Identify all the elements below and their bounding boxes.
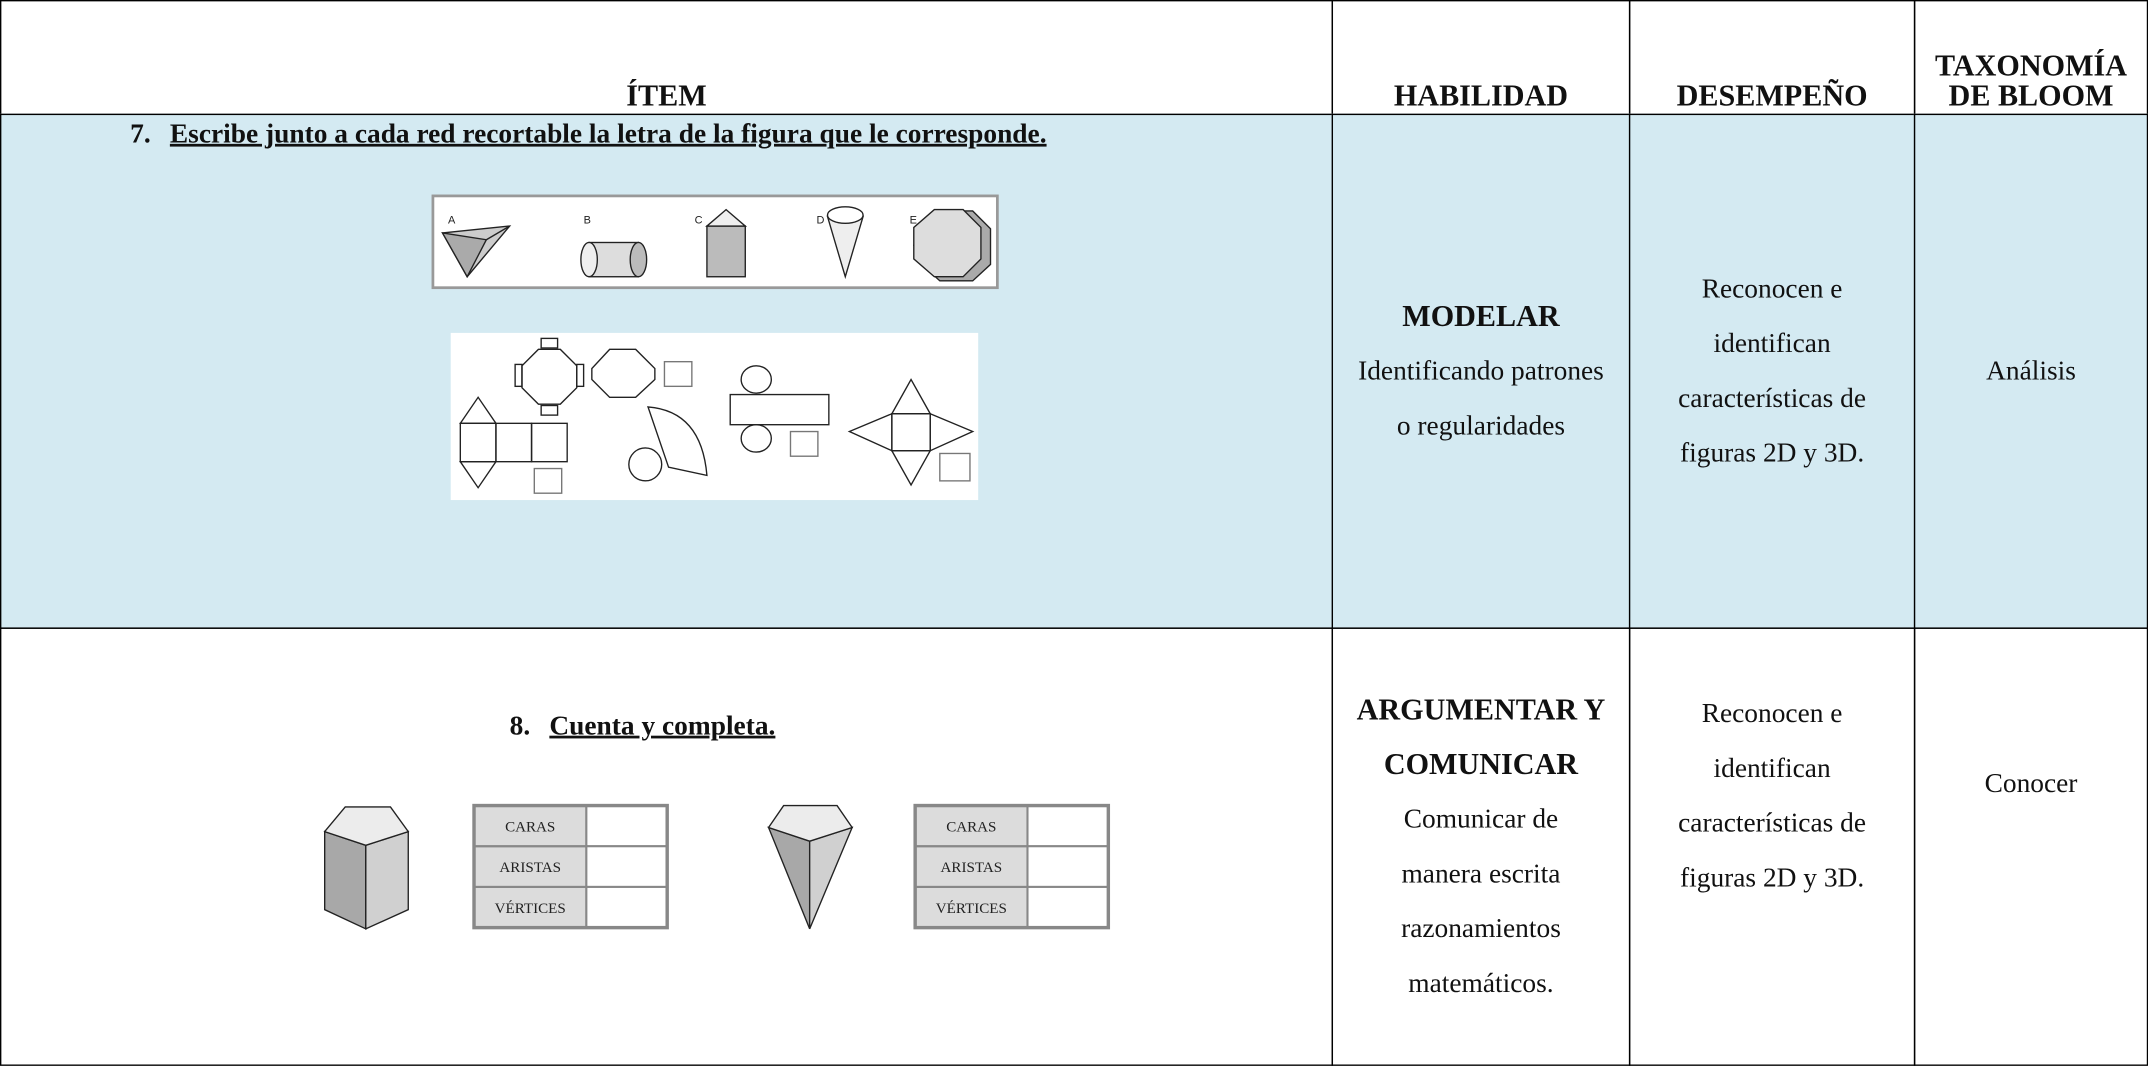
label-column	[915, 805, 1028, 928]
answer-cell	[1026, 845, 1110, 888]
habilidad-cell: ARGUMENTAR Y COMUNICAR Comunicar de mane…	[1331, 627, 1631, 1066]
taxonomia-cell: Conocer	[1913, 627, 2148, 1066]
figure-label: B	[584, 214, 591, 226]
answer-cell	[1026, 885, 1110, 929]
habilidad-title: MODELAR	[1402, 298, 1560, 333]
solids	[441, 206, 992, 282]
count-label: ARISTAS	[941, 860, 1003, 876]
habilidad-text: Comunicar de manera escrita razonamiento…	[1401, 804, 1561, 999]
question: 7. Escribe junto a cada red recortable la…	[130, 119, 1046, 151]
figure-label: E	[910, 214, 917, 226]
figure-label: D	[817, 214, 825, 226]
answer-cell	[585, 885, 669, 929]
desempeno-cell: Reconocen e identifican características …	[1628, 113, 1916, 629]
answer-cell	[585, 804, 669, 848]
count-tables: CARAS ARISTAS VÉRTICES CARAS ARISTAS VÉRTICES	[472, 803, 1111, 930]
count-label: CARAS	[505, 819, 555, 835]
count-label: VÉRTICES	[936, 900, 1007, 917]
question-text: Escribe junto a cada red recortable la l…	[169, 119, 1047, 150]
question: 8. Cuenta y completa.	[510, 711, 776, 743]
habilidad-cell: MODELAR Identificando patrones o regular…	[1331, 113, 1631, 629]
header-text: ÍTEM	[626, 78, 707, 113]
header-text: TAXONOMÍA DE BLOOM	[1935, 47, 2128, 113]
count-label: CARAS	[946, 819, 996, 835]
count-label: ARISTAS	[499, 860, 561, 876]
desempeno-text: Reconocen e identifican características …	[1678, 698, 1867, 894]
taxonomia-cell: Análisis	[1913, 113, 2148, 629]
nets-box	[450, 332, 979, 501]
row8-solids	[323, 804, 854, 930]
habilidad-title: ARGUMENTAR Y COMUNICAR	[1356, 691, 1606, 781]
taxonomia-text: Conocer	[1984, 768, 2078, 799]
desempeno-text: Reconocen e identifican características …	[1678, 274, 1867, 469]
question-text: Cuenta y completa.	[549, 711, 776, 742]
taxonomia-text: Análisis	[1986, 356, 2076, 387]
answer-cell	[585, 845, 669, 888]
count-table	[913, 803, 1111, 930]
label-column	[474, 805, 587, 928]
question-number: 8.	[509, 711, 531, 742]
count-table	[472, 803, 669, 930]
habilidad-text: Identificando patrones o regularidades	[1358, 356, 1604, 442]
header-text: DESEMPEÑO	[1676, 78, 1868, 113]
figure-label: C	[695, 214, 703, 226]
answer-cell	[1026, 804, 1110, 848]
figure-label: A	[448, 214, 456, 226]
count-label: VÉRTICES	[495, 900, 566, 917]
nets	[459, 337, 975, 494]
header-text: HABILIDAD	[1393, 78, 1569, 113]
question-number: 7.	[130, 119, 151, 150]
header-desempeno: DESEMPEÑO	[1628, 0, 1916, 116]
